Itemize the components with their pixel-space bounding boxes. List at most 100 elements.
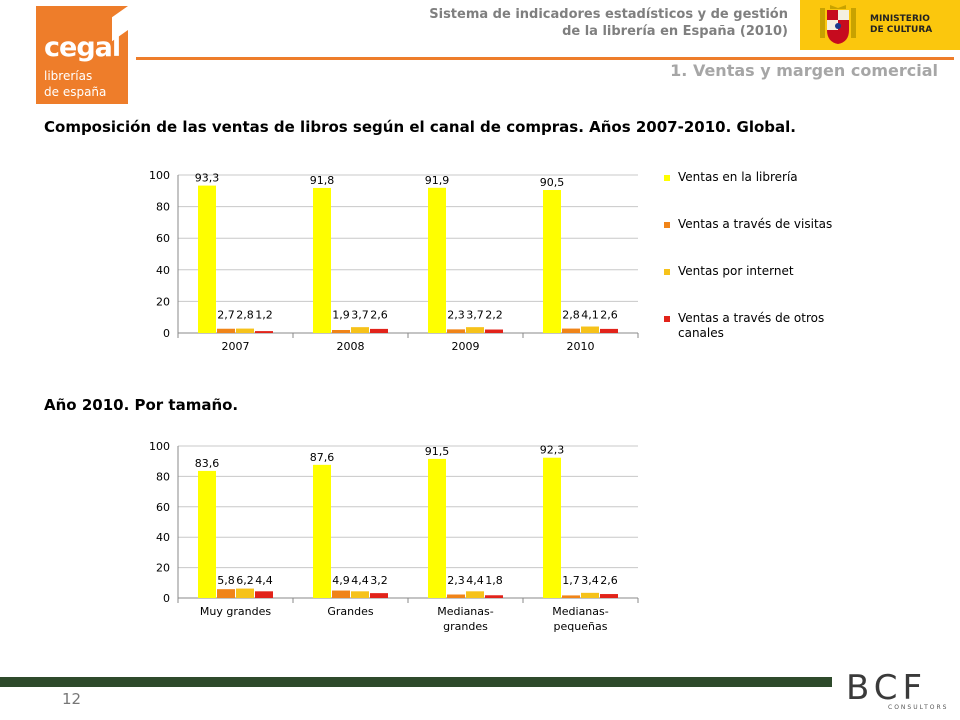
data-label: 2,6 xyxy=(600,309,618,322)
data-label: 3,7 xyxy=(466,309,484,322)
header-title-line1: Sistema de indicadores estadísticos y de… xyxy=(429,7,788,22)
bar xyxy=(600,328,618,333)
x-tick-label: 2010 xyxy=(567,340,595,353)
y-tick-label: 80 xyxy=(156,470,170,483)
x-tick-label: Grandes xyxy=(327,605,374,618)
legend-swatch-red xyxy=(664,316,670,322)
data-label: 3,2 xyxy=(370,574,388,587)
bar xyxy=(485,329,503,333)
x-tick-label: Medianas- xyxy=(437,605,493,618)
bar xyxy=(428,458,446,598)
legend-swatch-gold xyxy=(664,269,670,275)
bcf-logo-subtext: CONSULTORS xyxy=(888,704,949,711)
data-label: 4,1 xyxy=(581,309,599,322)
x-tick-label: Medianas- xyxy=(552,605,608,618)
bar xyxy=(485,595,503,598)
data-label: 91,8 xyxy=(310,174,335,187)
y-tick-label: 20 xyxy=(156,295,170,308)
bar xyxy=(351,327,369,333)
data-label: 2,6 xyxy=(370,309,388,322)
bar xyxy=(543,457,561,598)
data-label: 2,7 xyxy=(217,309,235,322)
bar xyxy=(466,591,484,598)
data-label: 93,3 xyxy=(195,172,220,185)
bar xyxy=(562,328,580,333)
x-tick-label: 2008 xyxy=(337,340,365,353)
legend-item-otros: Ventas a través de otros canales xyxy=(664,311,844,341)
bar xyxy=(255,591,273,598)
y-tick-label: 0 xyxy=(163,592,170,605)
data-label: 90,5 xyxy=(540,176,565,189)
data-label: 2,2 xyxy=(485,309,503,322)
bar xyxy=(562,595,580,598)
y-tick-label: 80 xyxy=(156,201,170,214)
bar xyxy=(236,588,254,598)
data-label: 2,6 xyxy=(600,574,618,587)
bar xyxy=(313,187,331,333)
data-label: 2,3 xyxy=(447,574,465,587)
data-label: 91,5 xyxy=(425,445,450,458)
legend-swatch-yellow xyxy=(664,175,670,181)
data-label: 4,4 xyxy=(351,574,369,587)
data-label: 4,4 xyxy=(255,574,273,587)
y-tick-label: 20 xyxy=(156,562,170,575)
bar xyxy=(217,328,235,333)
bar xyxy=(198,185,216,333)
bcf-logo: BCF CONSULTORS xyxy=(846,660,956,720)
x-tick-label: Muy grandes xyxy=(200,605,271,618)
y-tick-label: 100 xyxy=(149,169,170,182)
x-tick-label: 2007 xyxy=(222,340,250,353)
y-tick-label: 0 xyxy=(163,327,170,340)
bar xyxy=(447,594,465,598)
chart1-title: Composición de las ventas de libros segú… xyxy=(44,118,796,136)
bar xyxy=(370,328,388,333)
legend-swatch-orange xyxy=(664,222,670,228)
page-number: 12 xyxy=(62,690,82,708)
data-label: 4,4 xyxy=(466,574,484,587)
section-title: 1. Ventas y margen comercial xyxy=(670,61,938,80)
bcf-logo-text: BCF xyxy=(846,668,928,708)
y-tick-label: 60 xyxy=(156,232,170,245)
y-tick-label: 40 xyxy=(156,264,170,277)
x-tick-label: 2009 xyxy=(452,340,480,353)
data-label: 6,2 xyxy=(236,574,254,587)
data-label: 3,7 xyxy=(351,309,369,322)
bar xyxy=(236,328,254,333)
bar xyxy=(217,589,235,598)
legend-item-libreria: Ventas en la librería xyxy=(664,170,844,217)
bar xyxy=(428,187,446,333)
y-tick-label: 100 xyxy=(149,440,170,453)
ministry-logo: MINISTERIO DE CULTURA xyxy=(800,0,960,50)
bar xyxy=(332,590,350,598)
coat-of-arms-icon xyxy=(820,5,856,44)
legend-item-visitas: Ventas a través de visitas xyxy=(664,217,844,264)
data-label: 2,8 xyxy=(236,309,254,322)
bar xyxy=(198,470,216,598)
bar xyxy=(447,329,465,333)
bar xyxy=(255,331,273,333)
bar xyxy=(581,592,599,598)
data-label: 1,9 xyxy=(332,309,350,322)
y-tick-label: 40 xyxy=(156,531,170,544)
ministry-text: MINISTERIO DE CULTURA xyxy=(870,14,933,35)
bar xyxy=(600,594,618,598)
data-label: 1,2 xyxy=(255,309,273,322)
footer-bar xyxy=(0,677,832,687)
data-label: 5,8 xyxy=(217,574,235,587)
chart2-title: Año 2010. Por tamaño. xyxy=(44,396,239,414)
data-label: 83,6 xyxy=(195,457,220,470)
bar xyxy=(370,593,388,598)
data-label: 3,4 xyxy=(581,574,599,587)
bar xyxy=(466,327,484,333)
header-title: Sistema de indicadores estadísticos y de… xyxy=(429,6,788,40)
header-title-line2: de la librería en España (2010) xyxy=(562,24,788,39)
x-tick-label: pequeñas xyxy=(554,620,608,633)
logo-text-espana: de españa xyxy=(44,85,107,99)
bar xyxy=(543,190,561,333)
data-label: 91,9 xyxy=(425,174,450,187)
x-tick-label: grandes xyxy=(443,620,488,633)
cegal-logo: cegal librerías de españa xyxy=(36,6,128,104)
header-divider xyxy=(136,57,954,60)
data-label: 2,3 xyxy=(447,309,465,322)
